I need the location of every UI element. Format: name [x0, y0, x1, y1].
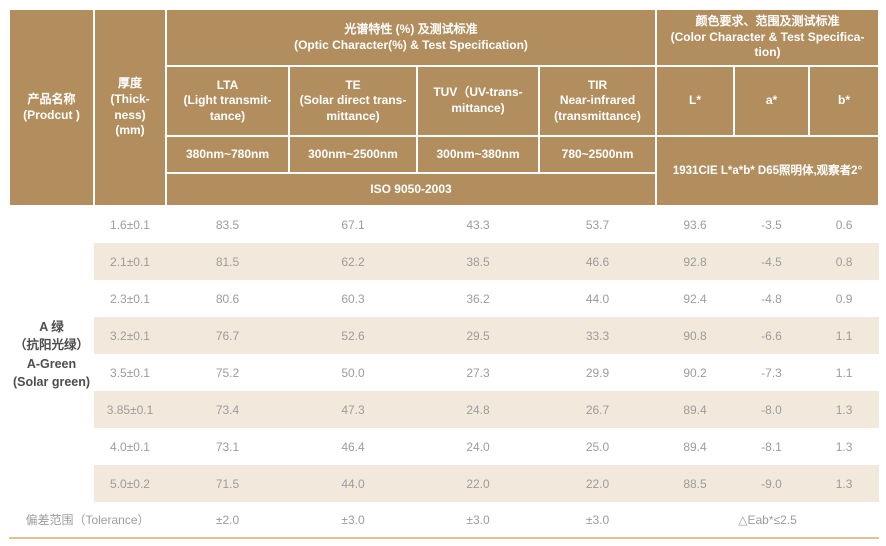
astar-value-cell: -8.0 [734, 391, 810, 428]
thickness-cell: 1.6±0.1 [94, 206, 166, 243]
tir-value-cell: 46.6 [539, 243, 657, 280]
lstar-value-cell: 93.6 [656, 206, 735, 243]
tir-range-header: 780~2500nm [537, 135, 658, 174]
lta-value-cell: 75.2 [166, 354, 289, 391]
cie-standard-header: 1931CIE L*a*b* D65照明体,观察者2° [655, 135, 881, 207]
lta-range-header: 380nm~780nm [165, 135, 290, 174]
te-column-header: TE (Solar direct trans- mittance) [288, 65, 418, 137]
astar-value-cell: -4.8 [734, 280, 810, 317]
optic-group-header: 光谱特性 (%) 及测试标准 (Optic Character(%) & Tes… [164, 8, 658, 67]
thickness-cell: 3.5±0.1 [94, 354, 166, 391]
tuv-value-cell: 38.5 [417, 243, 539, 280]
te-value-cell: 47.3 [289, 391, 417, 428]
lab-tolerance-cell: △Eab*≤2.5 [656, 502, 880, 538]
table-row: 3.5±0.1 75.2 50.0 27.3 29.9 90.2 -7.3 1.… [9, 354, 880, 391]
te-range-header: 300nm~2500nm [288, 135, 418, 174]
bstar-value-cell: 0.6 [809, 206, 880, 243]
tir-column-header: TIR Near-infrared (transmittance) [537, 65, 658, 137]
tir-value-cell: 26.7 [539, 391, 657, 428]
lta-value-cell: 71.5 [166, 465, 289, 502]
astar-value-cell: -9.0 [734, 465, 810, 502]
thickness-column-header: 厚度 (Thick- ness) (mm) [93, 8, 167, 207]
thickness-cell: 3.2±0.1 [94, 317, 166, 354]
tuv-column-header: TUV（UV-trans- mittance) [416, 65, 540, 137]
lta-value-cell: 73.1 [166, 428, 289, 465]
bstar-value-cell: 1.1 [809, 354, 880, 391]
tuv-value-cell: 36.2 [417, 280, 539, 317]
lta-value-cell: 73.4 [166, 391, 289, 428]
te-value-cell: 46.4 [289, 428, 417, 465]
product-column-header: 产品名称 (Prodcut ) [8, 8, 95, 207]
table-row: 2.3±0.1 80.6 60.3 36.2 44.0 92.4 -4.8 0.… [9, 280, 880, 317]
tir-value-cell: 33.3 [539, 317, 657, 354]
bstar-value-cell: 1.3 [809, 391, 880, 428]
lta-tolerance-cell: ±2.0 [166, 502, 289, 538]
table-row: 5.0±0.2 71.5 44.0 22.0 22.0 88.5 -9.0 1.… [9, 465, 880, 502]
tir-value-cell: 53.7 [539, 206, 657, 243]
bstar-value-cell: 1.1 [809, 317, 880, 354]
lstar-value-cell: 90.2 [656, 354, 735, 391]
table-row: 4.0±0.1 73.1 46.4 24.0 25.0 89.4 -8.1 1.… [9, 428, 880, 465]
bstar-value-cell: 1.3 [809, 428, 880, 465]
te-value-cell: 62.2 [289, 243, 417, 280]
lstar-value-cell: 90.8 [656, 317, 735, 354]
te-value-cell: 67.1 [289, 206, 417, 243]
thickness-cell: 5.0±0.2 [94, 465, 166, 502]
iso-standard-header: ISO 9050-2003 [164, 172, 658, 207]
lstar-value-cell: 89.4 [656, 391, 735, 428]
tuv-range-header: 300nm~380nm [416, 135, 540, 174]
lta-value-cell: 83.5 [166, 206, 289, 243]
tir-value-cell: 44.0 [539, 280, 657, 317]
lstar-value-cell: 88.5 [656, 465, 735, 502]
tir-value-cell: 22.0 [539, 465, 657, 502]
lta-value-cell: 80.6 [166, 280, 289, 317]
color-group-header: 颜色要求、范围及测试标准 (Color Character & Test Spe… [655, 8, 881, 67]
tir-tolerance-cell: ±3.0 [539, 502, 657, 538]
astar-value-cell: -6.6 [734, 317, 810, 354]
te-value-cell: 50.0 [289, 354, 417, 391]
table-row: 3.2±0.1 76.7 52.6 29.5 33.3 90.8 -6.6 1.… [9, 317, 880, 354]
table-row: 3.85±0.1 73.4 47.3 24.8 26.7 89.4 -8.0 1… [9, 391, 880, 428]
astar-value-cell: -3.5 [734, 206, 810, 243]
tir-value-cell: 29.9 [539, 354, 657, 391]
lstar-value-cell: 92.4 [656, 280, 735, 317]
lta-value-cell: 81.5 [166, 243, 289, 280]
tuv-tolerance-cell: ±3.0 [417, 502, 539, 538]
table-row: 2.1±0.1 81.5 62.2 38.5 46.6 92.8 -4.5 0.… [9, 243, 880, 280]
tuv-value-cell: 27.3 [417, 354, 539, 391]
tuv-value-cell: 43.3 [417, 206, 539, 243]
astar-value-cell: -4.5 [734, 243, 810, 280]
lstar-column-header: L* [655, 65, 736, 137]
te-value-cell: 44.0 [289, 465, 417, 502]
tuv-value-cell: 29.5 [417, 317, 539, 354]
lta-column-header: LTA (Light transmit- tance) [165, 65, 290, 137]
lstar-value-cell: 92.8 [656, 243, 735, 280]
spec-table: 产品名称 (Prodcut ) 厚度 (Thick- ness) (mm) 光谱… [8, 8, 881, 539]
tolerance-row: 偏差范围（Tolerance） ±2.0 ±3.0 ±3.0 ±3.0 △Eab… [9, 502, 880, 538]
bstar-value-cell: 0.8 [809, 243, 880, 280]
astar-value-cell: -8.1 [734, 428, 810, 465]
lta-value-cell: 76.7 [166, 317, 289, 354]
te-value-cell: 60.3 [289, 280, 417, 317]
tolerance-label: 偏差范围（Tolerance） [9, 502, 166, 538]
bstar-value-cell: 1.3 [809, 465, 880, 502]
thickness-cell: 3.85±0.1 [94, 391, 166, 428]
thickness-cell: 2.1±0.1 [94, 243, 166, 280]
thickness-cell: 4.0±0.1 [94, 428, 166, 465]
te-tolerance-cell: ±3.0 [289, 502, 417, 538]
te-value-cell: 52.6 [289, 317, 417, 354]
tir-value-cell: 25.0 [539, 428, 657, 465]
bstar-value-cell: 0.9 [809, 280, 880, 317]
thickness-cell: 2.3±0.1 [94, 280, 166, 317]
product-name-cell: A 绿 （抗阳光绿） A-Green (Solar green) [9, 206, 94, 502]
tuv-value-cell: 22.0 [417, 465, 539, 502]
bstar-column-header: b* [808, 65, 881, 137]
table-row: A 绿 （抗阳光绿） A-Green (Solar green) 1.6±0.1… [9, 206, 880, 502]
lstar-value-cell: 89.4 [656, 428, 735, 465]
astar-value-cell: -7.3 [734, 354, 810, 391]
tuv-value-cell: 24.0 [417, 428, 539, 465]
tuv-value-cell: 24.8 [417, 391, 539, 428]
astar-column-header: a* [733, 65, 811, 137]
